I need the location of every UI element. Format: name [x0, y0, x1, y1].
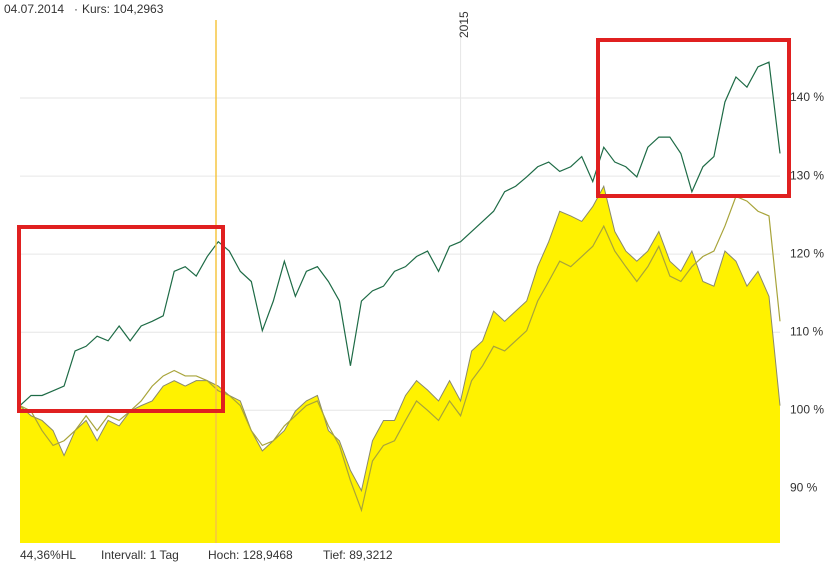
footer-stat: Tief: 89,3212 — [323, 548, 393, 562]
x-tick-label: 2015 — [457, 11, 471, 38]
area-outline — [19, 184, 781, 493]
y-tick-label: 130 % — [790, 168, 824, 182]
area — [20, 186, 780, 544]
highlight-box — [596, 38, 791, 198]
line — [19, 195, 781, 513]
line — [19, 61, 781, 407]
footer-stat: 44,36%HL — [20, 548, 76, 562]
header-price: Kurs: 104,2963 — [82, 2, 164, 16]
header-date: 04.07.2014 — [4, 2, 64, 16]
y-tick-label: 90 % — [790, 481, 818, 495]
highlight-box — [17, 225, 225, 413]
header-separator: · — [74, 2, 78, 16]
footer-stat: Intervall: 1 Tag — [101, 548, 179, 562]
footer-stat: Hoch: 128,9468 — [208, 548, 293, 562]
y-tick-label: 140 % — [790, 90, 824, 104]
y-tick-label: 100 % — [790, 402, 824, 416]
plot: 90 % 100 % 110 % 120 % 130 % 140 % 2015 — [19, 11, 824, 544]
y-tick-label: 120 % — [790, 246, 824, 260]
y-tick-label: 110 % — [790, 324, 823, 338]
